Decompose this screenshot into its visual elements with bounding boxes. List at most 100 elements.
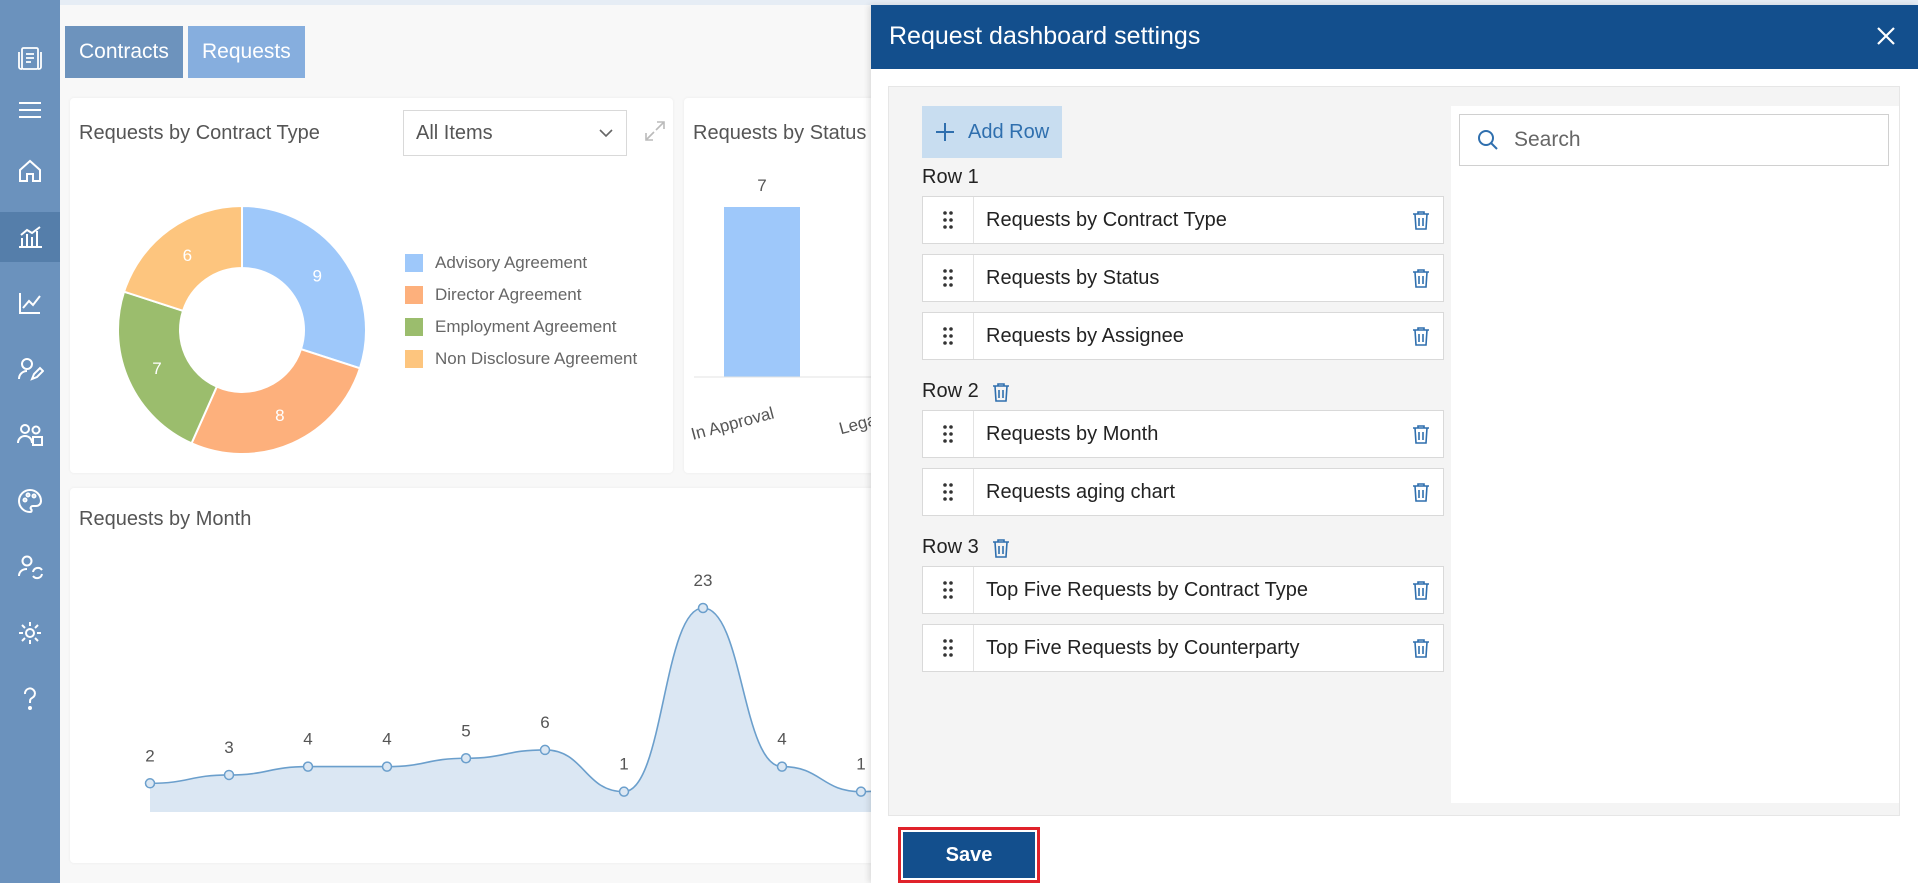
palette-icon[interactable] — [0, 476, 60, 526]
legend-item[interactable]: Advisory Agreement — [405, 247, 637, 279]
area-fill — [150, 608, 921, 812]
row-widget-item[interactable]: Top Five Requests by Counterparty — [922, 624, 1444, 672]
data-point[interactable] — [381, 761, 393, 772]
card-title: Requests by Month — [79, 508, 252, 530]
card-title: Requests by Status — [693, 122, 867, 144]
gear-icon[interactable] — [0, 608, 60, 658]
row-label: Row 3 — [922, 536, 1011, 559]
add-row-label: Add Row — [968, 120, 1050, 143]
legend-label: Non Disclosure Agreement — [435, 349, 638, 368]
row-widget-item[interactable]: Top Five Requests by Contract Type — [922, 566, 1444, 614]
data-point[interactable] — [302, 761, 314, 772]
data-value-label: 4 — [777, 730, 786, 749]
data-point[interactable] — [460, 753, 472, 764]
close-icon[interactable] — [1872, 22, 1900, 50]
pie-slice[interactable] — [122, 204, 243, 313]
legend-swatch — [405, 318, 423, 336]
expand-icon[interactable] — [644, 120, 666, 142]
delete-widget-icon[interactable] — [1399, 637, 1443, 659]
data-point[interactable] — [539, 744, 551, 756]
month-area-chart: 23445612341JanFebMarAprMayJunJulAugSepOc… — [144, 571, 922, 812]
home-icon[interactable] — [0, 146, 60, 196]
widget-name: Requests by Contract Type — [986, 208, 1227, 231]
data-point[interactable] — [618, 786, 630, 797]
row-widget-item[interactable]: Requests by Month — [922, 410, 1444, 458]
drag-handle-icon[interactable] — [923, 313, 974, 359]
widget-name: Requests aging chart — [986, 480, 1176, 503]
drag-handle-icon[interactable] — [923, 197, 974, 243]
drag-handle-icon[interactable] — [923, 625, 974, 671]
data-value-label: 1 — [619, 755, 628, 774]
row-label-text: Row 2 — [922, 380, 979, 402]
row-label-text: Row 3 — [922, 536, 979, 558]
app-logo-icon[interactable] — [0, 33, 60, 83]
slice-value-label: 8 — [275, 406, 284, 425]
card-title: Requests by Contract Type — [79, 122, 320, 144]
search-box[interactable] — [1459, 114, 1889, 166]
user-edit-icon[interactable] — [0, 344, 60, 394]
filter-dropdown[interactable]: All Items — [403, 110, 627, 156]
slice-value-label: 9 — [313, 266, 322, 285]
drag-handle-icon[interactable] — [923, 255, 974, 301]
delete-widget-icon[interactable] — [1399, 579, 1443, 601]
tab-contracts[interactable]: Contracts — [65, 26, 183, 78]
pie-slice[interactable] — [190, 347, 362, 455]
bar[interactable] — [724, 207, 800, 377]
user-sync-icon[interactable] — [0, 542, 60, 592]
data-point[interactable] — [855, 786, 867, 797]
drag-handle-icon[interactable] — [923, 567, 974, 613]
panel-body: Add Row Row 1 Requests by Contract Type Re… — [888, 86, 1900, 816]
pie-slice[interactable] — [117, 290, 219, 445]
hamburger-menu-icon[interactable] — [0, 85, 60, 135]
save-button[interactable]: Save — [903, 832, 1035, 878]
series-line — [149, 607, 922, 793]
dashboard-settings-panel: Request dashboard settings Add Row Row 1… — [871, 5, 1918, 883]
slice-value-label: 7 — [152, 359, 161, 378]
row-widget-item[interactable]: Requests aging chart — [922, 468, 1444, 516]
widget-name: Requests by Month — [986, 422, 1159, 445]
legend-item[interactable]: Employment Agreement — [405, 311, 637, 343]
bar-value-label: 7 — [757, 176, 766, 195]
filter-dropdown-value: All Items — [416, 121, 493, 144]
widget-name: Requests by Assignee — [986, 324, 1184, 347]
data-value-label: 5 — [461, 721, 470, 740]
team-icon[interactable] — [0, 410, 60, 460]
delete-widget-icon[interactable] — [1399, 209, 1443, 231]
data-point[interactable] — [223, 769, 235, 781]
data-point[interactable] — [144, 778, 156, 789]
drag-handle-icon[interactable] — [923, 411, 974, 457]
data-point[interactable] — [697, 602, 709, 614]
search-input[interactable] — [1512, 127, 1876, 153]
row-label: Row 2 — [922, 380, 1011, 403]
drag-handle-icon[interactable] — [923, 469, 974, 515]
delete-row-icon[interactable] — [991, 381, 1011, 403]
legend-label: Advisory Agreement — [435, 253, 588, 272]
pie-slice[interactable] — [241, 204, 367, 370]
delete-widget-icon[interactable] — [1399, 481, 1443, 503]
slice-value-label: 6 — [183, 246, 192, 265]
delete-widget-icon[interactable] — [1399, 325, 1443, 347]
analytics-icon[interactable] — [0, 212, 60, 262]
delete-widget-icon[interactable] — [1399, 423, 1443, 445]
row-widget-item[interactable]: Requests by Assignee — [922, 312, 1444, 360]
legend-label: Employment Agreement — [435, 317, 617, 336]
row-widget-item[interactable]: Requests by Contract Type — [922, 196, 1444, 244]
data-value-label: 1 — [856, 755, 865, 774]
legend-item[interactable]: Non Disclosure Agreement — [405, 343, 637, 375]
help-icon[interactable] — [0, 674, 60, 724]
chevron-down-icon — [598, 125, 614, 141]
widget-library — [1451, 106, 1899, 803]
data-value-label: 2 — [145, 746, 154, 765]
data-value-label: 4 — [382, 730, 391, 749]
widget-name: Top Five Requests by Contract Type — [986, 578, 1309, 601]
trend-chart-icon[interactable] — [0, 278, 60, 328]
x-tick-label: In Approval — [689, 404, 776, 444]
widget-name: Top Five Requests by Counterparty — [986, 636, 1300, 659]
data-point[interactable] — [776, 761, 788, 772]
delete-widget-icon[interactable] — [1399, 267, 1443, 289]
tab-requests[interactable]: Requests — [188, 26, 305, 78]
row-widget-item[interactable]: Requests by Status — [922, 254, 1444, 302]
delete-row-icon[interactable] — [991, 537, 1011, 559]
legend-item[interactable]: Director Agreement — [405, 279, 637, 311]
add-row-button[interactable]: Add Row — [922, 106, 1062, 158]
